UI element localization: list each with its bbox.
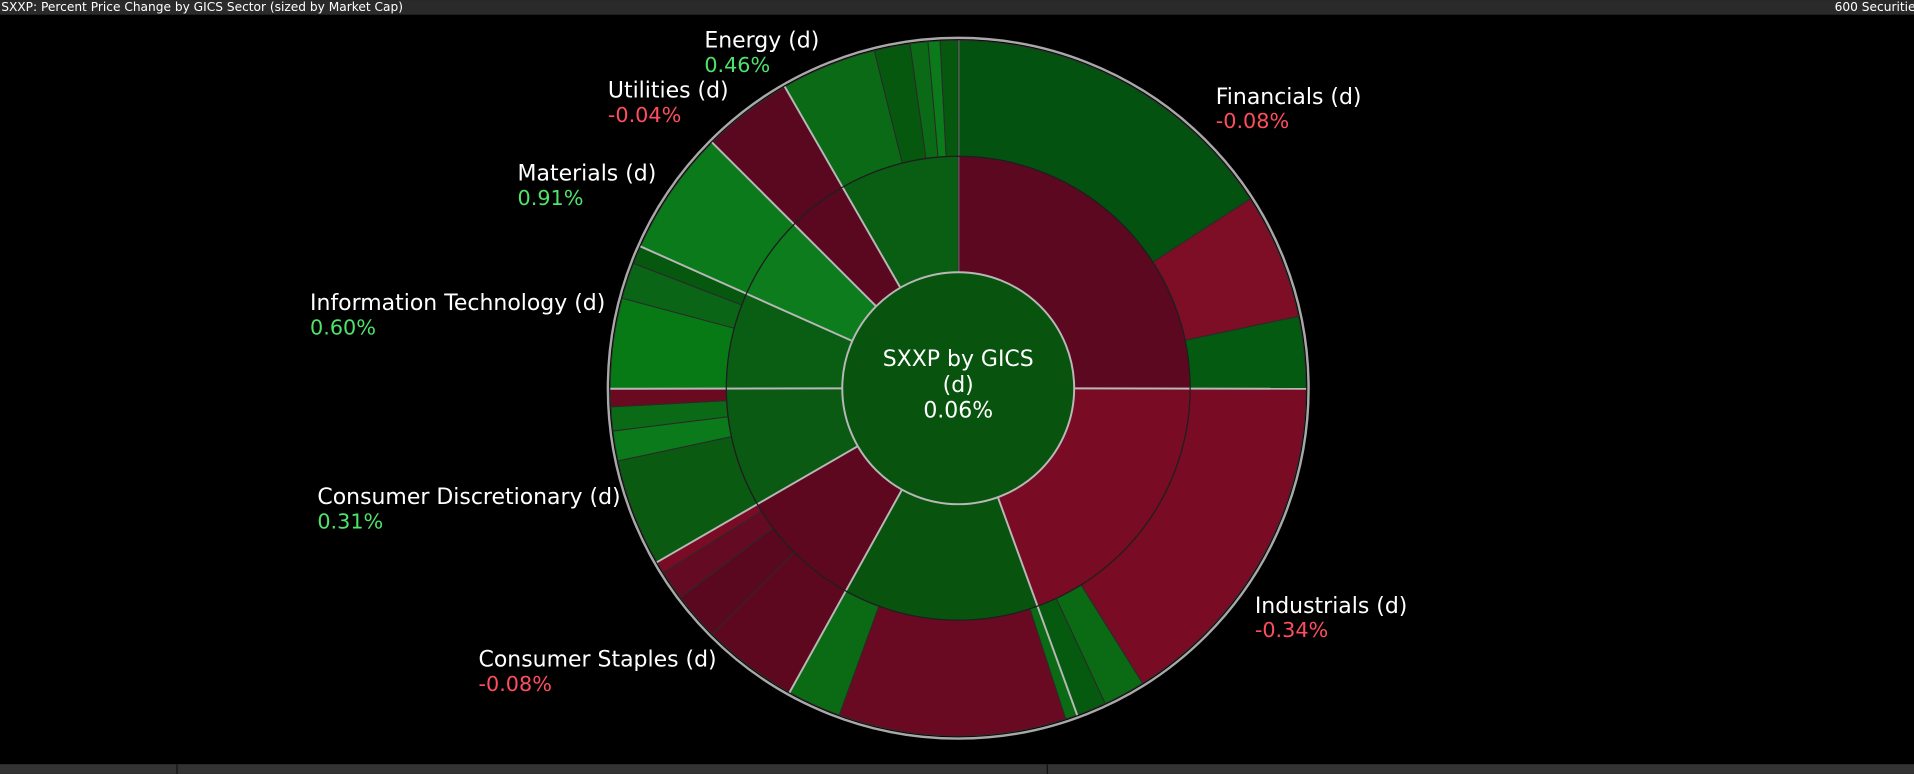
center-label: SXXP by GICS (d) 0.06% (867, 347, 1050, 424)
labels: Financials (d)-0.08%Industrials (d)-0.34… (310, 29, 1407, 696)
sector-value: 0.91% (518, 186, 584, 210)
securities-count: 600 Securities (1835, 0, 1914, 14)
center-value: 0.06% (923, 397, 994, 424)
center-label-box: SXXP by GICS (d)0.06% (867, 347, 1050, 424)
center-title: SXXP by GICS (d) (882, 346, 1034, 398)
sector-value: -0.34% (1255, 618, 1328, 642)
status-bar (0, 764, 1914, 774)
sector-label: Industrials (d) (1255, 594, 1408, 619)
sector-value: 0.60% (310, 316, 376, 340)
sector-value: -0.08% (479, 672, 552, 696)
middle-ring-edge (725, 155, 1191, 621)
sector-label: Financials (d) (1216, 85, 1362, 110)
sector-value: -0.04% (608, 103, 681, 127)
sector-value: -0.08% (1216, 109, 1289, 133)
sector-value: 0.46% (704, 53, 770, 77)
center-disc (841, 271, 1076, 506)
sector-label: Information Technology (d) (310, 291, 605, 316)
sector-label: Energy (d) (704, 29, 819, 54)
title-bar (0, 0, 1914, 15)
outer-border (606, 36, 1310, 740)
sector-label: Utilities (d) (608, 79, 729, 104)
rings: SXXP by GICS (d)0.06% (606, 36, 1310, 740)
sector-label: Consumer Staples (d) (479, 648, 717, 673)
sector-label: Consumer Discretionary (d) (317, 485, 620, 510)
industry-segment (838, 605, 1067, 737)
chart-title: SXXP: Percent Price Change by GICS Secto… (1, 0, 403, 14)
sector-value: 0.31% (317, 510, 383, 534)
sector-label: Materials (d) (518, 162, 657, 187)
